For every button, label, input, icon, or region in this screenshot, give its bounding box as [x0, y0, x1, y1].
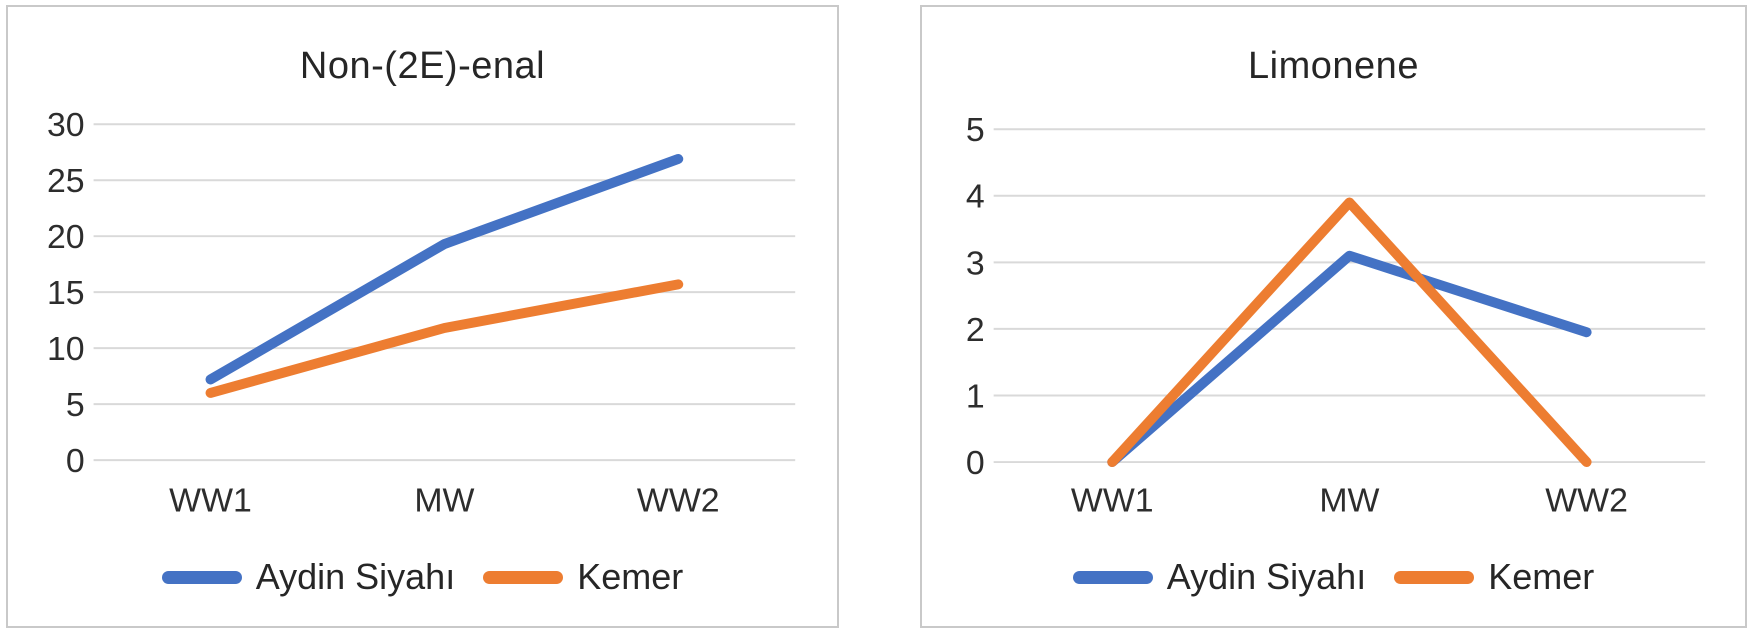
chart-panel-limonene: Limonene 0 1 2 3 4 5 WW1 MW WW2 Aydin Siyahı Kem… [920, 5, 1747, 628]
x-category-label-ww2: WW2 [1545, 482, 1628, 520]
line-plot-limonene: 0 1 2 3 4 5 WW1 MW WW2 [966, 111, 1706, 520]
chart-title-non-2e-enal: Non-(2E)-enal [299, 45, 546, 87]
y-tick-label: 0 [66, 442, 85, 480]
series-line-aydin-siyah [1107, 250, 1592, 468]
y-tick-label: 30 [47, 106, 85, 144]
legend-swatch-kemer [483, 570, 564, 584]
y-tick-label: 3 [966, 244, 985, 282]
y-tick-label: 25 [47, 162, 85, 200]
legend-item-aydin-siyahi: Aydin Siyahı [161, 556, 456, 598]
x-category-label-ww1: WW1 [1071, 482, 1154, 520]
y-tick-label: 4 [966, 178, 985, 216]
x-category-label-ww2: WW2 [637, 482, 720, 520]
y-tick-label: 0 [966, 444, 985, 482]
x-category-label-mw: MW [1319, 482, 1379, 520]
y-tick-label: 1 [966, 377, 985, 415]
series-line-kemer [205, 279, 684, 398]
legend-swatch-kemer [1394, 570, 1475, 584]
y-tick-label: 20 [47, 218, 85, 256]
x-category-label-mw: MW [414, 482, 474, 520]
y-tick-label: 2 [966, 311, 985, 349]
legend-label-kemer: Kemer [1488, 556, 1595, 597]
legend-swatch-aydin-siyahi [161, 570, 242, 584]
legend-swatch-aydin-siyahi [1072, 570, 1153, 584]
legend-item-kemer: Kemer [1394, 556, 1594, 598]
chart-title-limonene: Limonene [1248, 45, 1419, 87]
x-category-label-ww1: WW1 [169, 482, 252, 520]
legend-item-aydin-siyahi: Aydin Siyahı [1072, 556, 1367, 598]
legend-limonene: Aydin Siyahı Kemer [922, 556, 1745, 598]
series-line-aydin-siyah [205, 153, 684, 385]
y-tick-label: 15 [47, 274, 85, 312]
legend-label-aydin-siyahi: Aydin Siyahı [255, 556, 456, 597]
y-tick-label: 10 [47, 330, 85, 368]
line-plot-non-2e-enal: 0 5 10 15 20 25 30 WW1 MW WW2 [47, 106, 796, 520]
y-tick-label: 5 [66, 386, 85, 424]
legend-non-2e-enal: Aydin Siyahı Kemer [8, 556, 837, 598]
chart-panel-non-2e-enal: Non-(2E)-enal 0 5 10 15 20 25 30 WW1 MW WW2 Aydin… [6, 5, 839, 628]
legend-item-kemer: Kemer [483, 556, 683, 598]
legend-label-aydin-siyahi: Aydin Siyahı [1166, 556, 1367, 597]
legend-label-kemer: Kemer [577, 556, 684, 597]
series-line-kemer [1107, 197, 1592, 468]
y-tick-label: 5 [966, 111, 985, 149]
